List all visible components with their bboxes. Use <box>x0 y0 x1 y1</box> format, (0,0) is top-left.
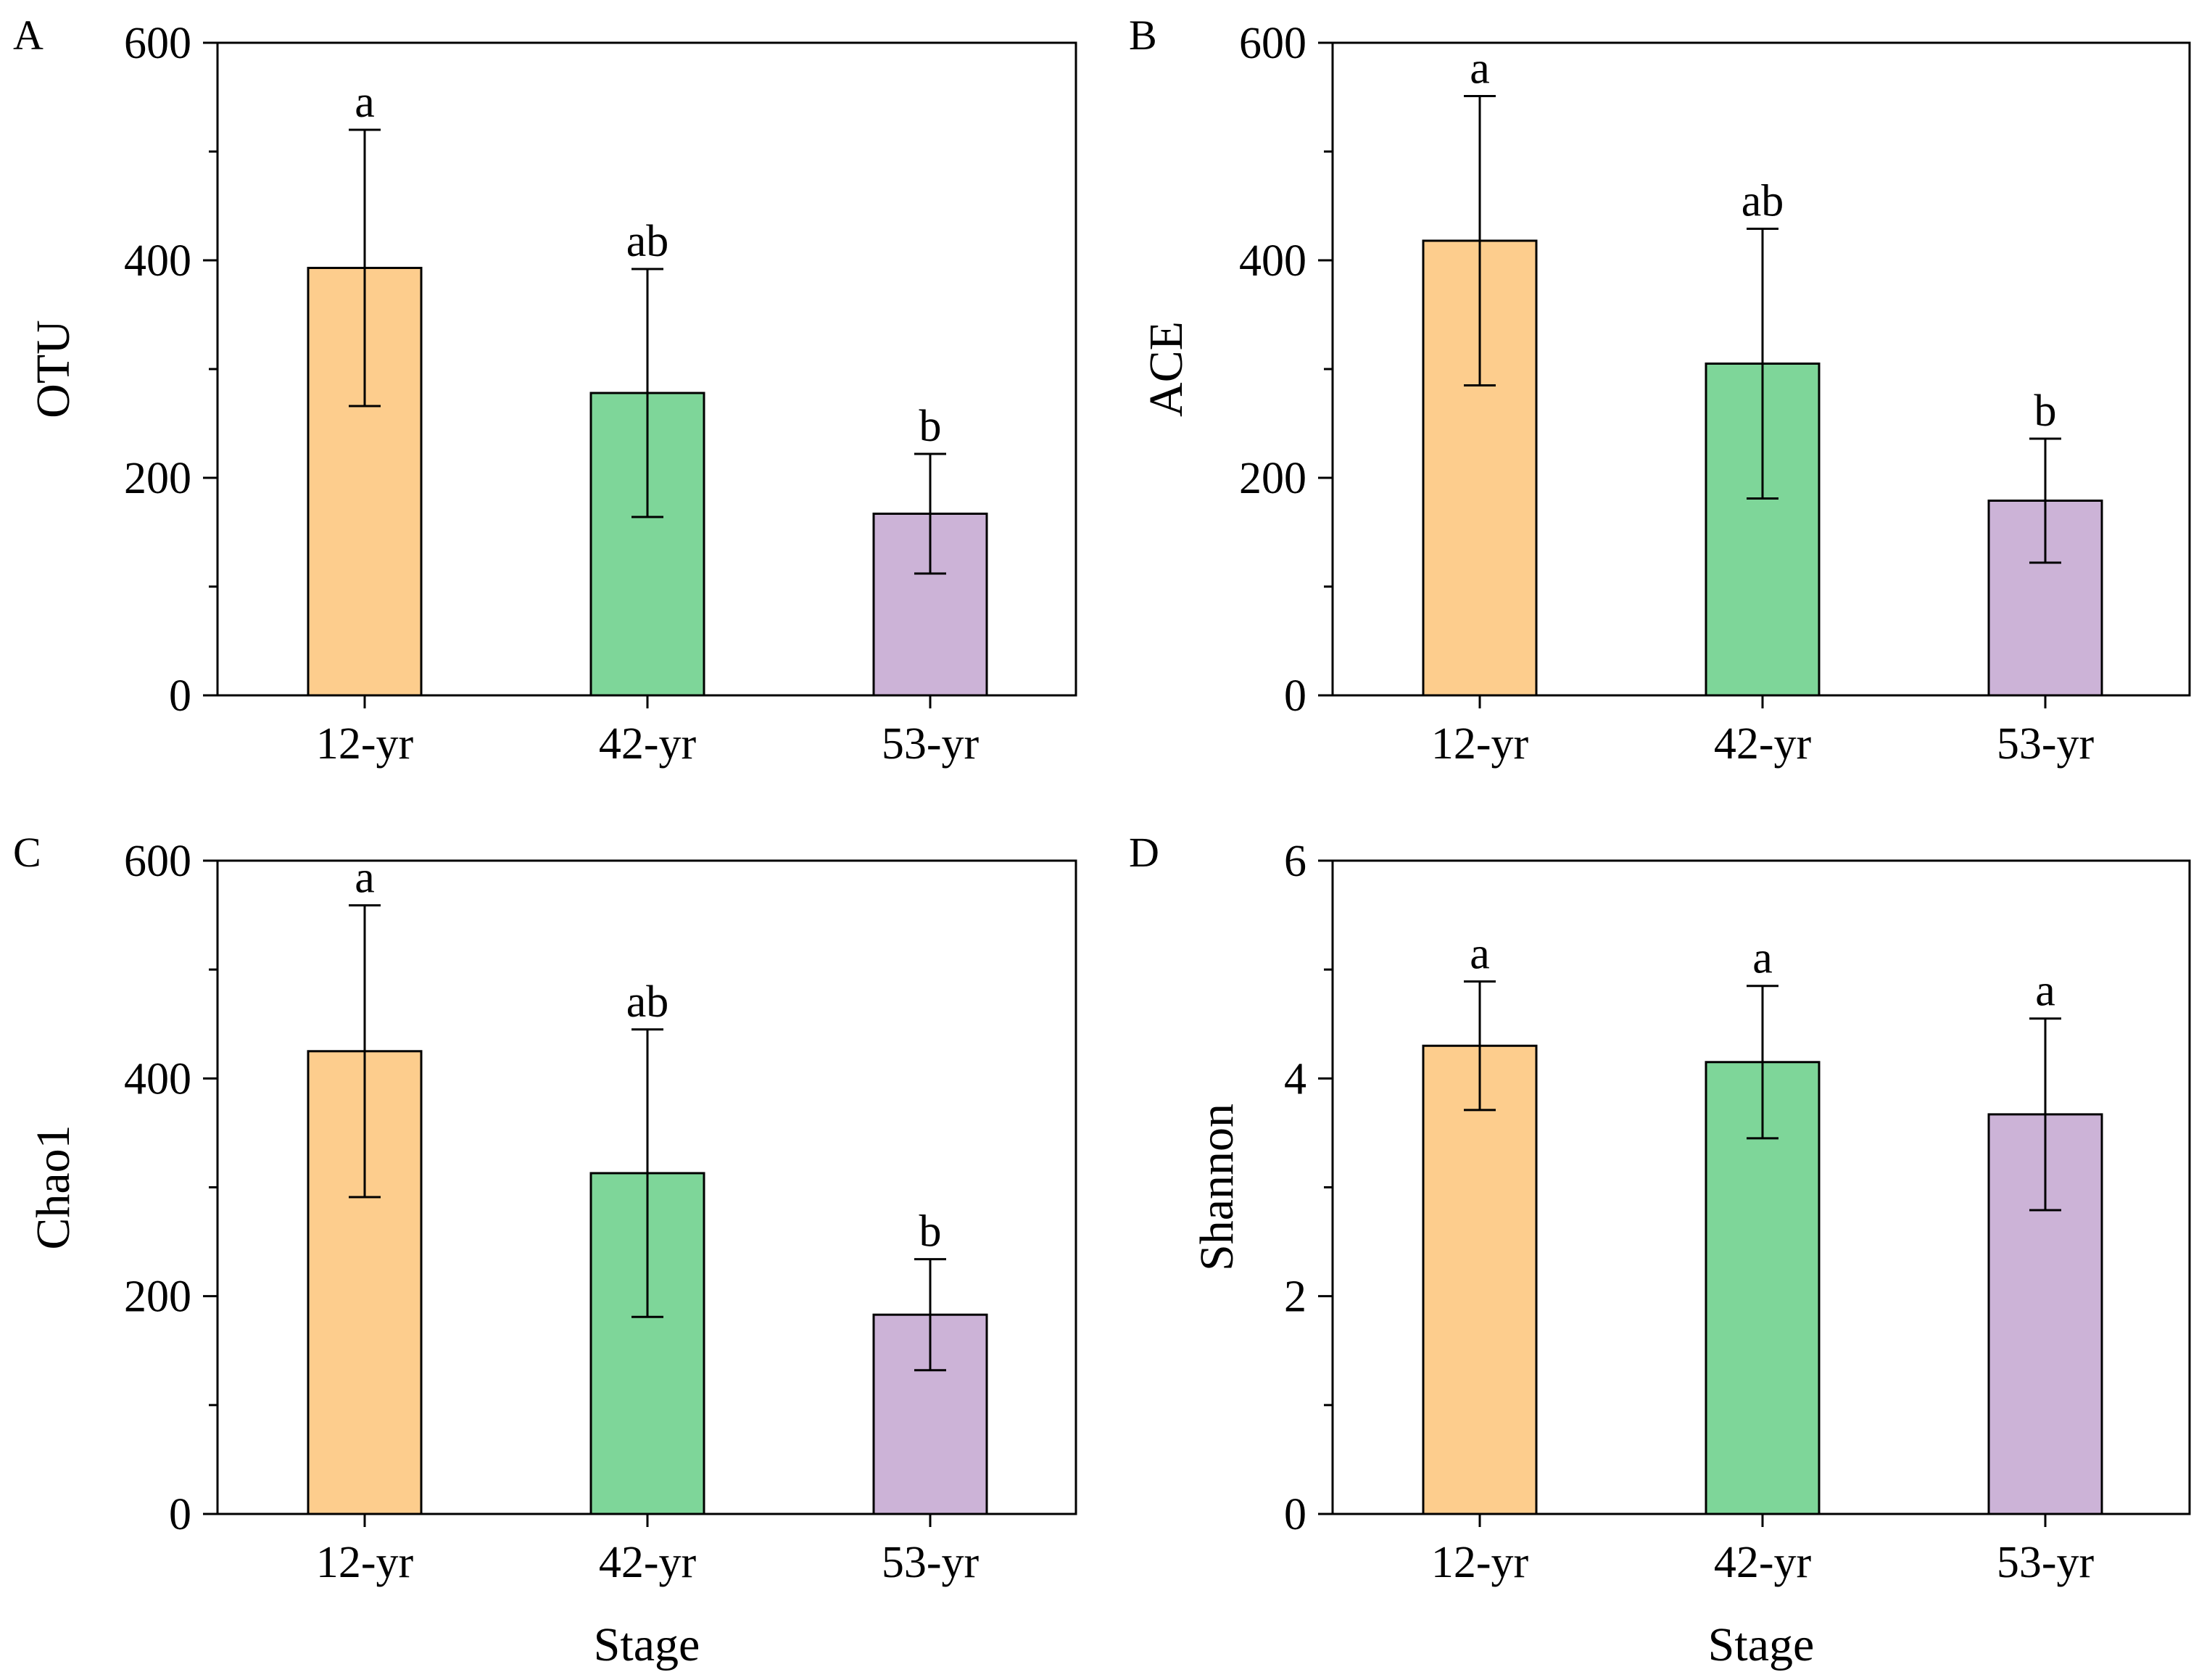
x-tick-label: 53-yr <box>882 1538 980 1587</box>
significance-label: b <box>2034 386 2057 436</box>
error-bar-53-yr <box>914 1258 946 1372</box>
panel-letter: D <box>1129 829 1159 876</box>
x-tick-label: 42-yr <box>1714 1538 1812 1587</box>
x-tick-label: 42-yr <box>599 719 697 769</box>
error-bar-12-yr <box>349 904 381 1199</box>
chart-panel-b: Ba 12-yr ab 42-yr b 53-yr 0 200 400 600 ACE <box>1129 12 2191 769</box>
y-axis-title: Chao1 <box>27 1125 80 1249</box>
x-axis-title: Stage <box>1708 1618 1815 1671</box>
plot-frame <box>216 859 1077 1515</box>
error-bar-12-yr <box>349 128 381 407</box>
panel-letter: B <box>1129 12 1157 59</box>
significance-label: a <box>355 78 375 127</box>
significance-label: a <box>1470 44 1490 94</box>
error-bar-42-yr <box>1747 985 1778 1140</box>
y-tick-label: 0 <box>169 1490 191 1539</box>
error-bar-42-yr <box>631 268 663 518</box>
significance-label: b <box>919 1207 942 1257</box>
panel-letter: C <box>13 829 41 876</box>
y-tick-label: 400 <box>1239 236 1306 286</box>
error-bar-53-yr <box>914 452 946 575</box>
y-tick-label: 4 <box>1284 1054 1306 1104</box>
significance-label: a <box>1470 930 1490 979</box>
y-tick-label: 400 <box>124 1054 191 1104</box>
significance-label: b <box>919 402 942 451</box>
x-tick-label: 53-yr <box>1997 1538 2095 1587</box>
x-axis-title: Stage <box>594 1618 700 1671</box>
y-tick-label: 200 <box>124 1273 191 1322</box>
significance-label: ab <box>626 977 669 1027</box>
plot-frame <box>1331 859 2191 1515</box>
y-axis-title: ACE <box>1140 321 1193 417</box>
significance-label: ab <box>1742 177 1784 226</box>
x-tick-label: 42-yr <box>599 1538 697 1587</box>
bar-12-yr <box>1422 1044 1538 1515</box>
x-tick-label: 12-yr <box>1431 719 1529 769</box>
error-bar-12-yr <box>1464 980 1496 1112</box>
panel-letter: A <box>13 12 44 59</box>
error-bar-53-yr <box>2029 1017 2061 1212</box>
y-tick-label: 6 <box>1284 837 1306 886</box>
significance-label: ab <box>626 217 669 266</box>
y-tick-label: 0 <box>169 671 191 721</box>
x-tick-label: 12-yr <box>316 719 414 769</box>
error-bar-42-yr <box>1747 228 1778 500</box>
x-tick-label: 12-yr <box>316 1538 414 1587</box>
y-tick-label: 0 <box>1284 1490 1306 1539</box>
x-tick-label: 53-yr <box>1997 719 2095 769</box>
y-axis-title: Shannon <box>1190 1104 1243 1271</box>
y-axis-title: OTU <box>27 320 80 418</box>
significance-label: a <box>1752 934 1773 983</box>
x-tick-label: 12-yr <box>1431 1538 1529 1587</box>
plot-frame <box>1331 41 2191 697</box>
chart-panel-d: Da 12-yr a 42-yr a 53-yr 0 2 4 6 Shannon Stage <box>1129 829 2191 1671</box>
error-bar-53-yr <box>2029 437 2061 564</box>
chart-panel-a: Aa 12-yr ab 42-yr b 53-yr 0 200 400 600 OTU <box>13 12 1077 769</box>
error-bar-42-yr <box>631 1028 663 1318</box>
y-tick-label: 400 <box>124 236 191 286</box>
plot-frame <box>216 41 1077 697</box>
y-tick-label: 600 <box>124 837 191 886</box>
error-bar-12-yr <box>1464 95 1496 386</box>
y-tick-label: 0 <box>1284 671 1306 721</box>
y-tick-label: 600 <box>124 19 191 68</box>
y-tick-label: 600 <box>1239 19 1306 68</box>
x-tick-label: 53-yr <box>882 719 980 769</box>
y-tick-label: 2 <box>1284 1273 1306 1322</box>
x-tick-label: 42-yr <box>1714 719 1812 769</box>
y-tick-label: 200 <box>1239 454 1306 503</box>
y-tick-label: 200 <box>124 454 191 503</box>
significance-label: a <box>2035 967 2055 1016</box>
